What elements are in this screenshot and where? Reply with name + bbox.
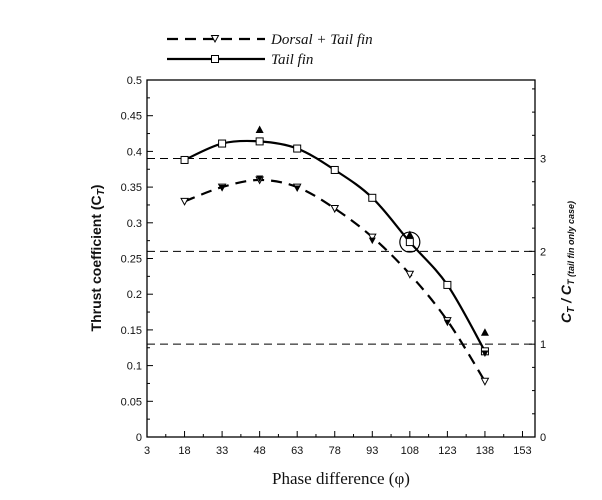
- x-tick-label-63: 63: [291, 445, 303, 457]
- x-axis-title: Phase difference (φ): [272, 469, 410, 488]
- x-axis-title-text: Phase difference (φ): [272, 469, 410, 488]
- y2-axis-title-sub2: T (tail fin only case): [566, 201, 576, 285]
- series-1-marker-123: [444, 281, 451, 288]
- y2-axis-title: CT / CT (tail fin only case): [558, 201, 577, 323]
- extra-markers-layer: [219, 125, 489, 356]
- y-axis-title-main: Thrust coefficient (C: [88, 195, 104, 331]
- series-1-marker-63: [294, 145, 301, 152]
- legend-label-tail-fin: Tail fin: [271, 52, 313, 68]
- y-axis-title: Thrust coefficient (CT): [88, 185, 107, 332]
- reference-lines: [147, 159, 535, 345]
- series-1-marker-18: [181, 156, 188, 163]
- plot-frame: [147, 80, 535, 437]
- y-tick-label-0.1: 0.1: [127, 361, 142, 373]
- series-0-marker-18: [181, 198, 188, 205]
- series-0-marker-108: [406, 271, 413, 278]
- y-tick-label-0.3: 0.3: [127, 218, 142, 230]
- x-axis-ticks: 3 18 33 48 63 78 93 108 123 138 153: [144, 431, 532, 457]
- x-tick-label-93: 93: [366, 445, 378, 457]
- x-tick-label-3: 3: [144, 445, 150, 457]
- y-tick-label-0.2: 0.2: [127, 289, 142, 301]
- y-tick-label-0.5: 0.5: [127, 75, 142, 87]
- triangle-down-filled-marker-93: [369, 238, 376, 245]
- y2-tick-label-1: 1: [540, 339, 546, 351]
- series-1-marker-48: [256, 138, 263, 145]
- y2-axis-title-mid: / C: [558, 284, 574, 307]
- triangle-up-filled-marker-138: [481, 328, 489, 336]
- y-tick-label-0.15: 0.15: [121, 325, 142, 337]
- legend-item-tail-fin: Tail fin: [167, 52, 313, 68]
- y-tick-label-0.25: 0.25: [121, 254, 142, 266]
- series-1-marker-78: [331, 166, 338, 173]
- x-tick-label-138: 138: [476, 445, 494, 457]
- legend-label-dorsal-tail-fin: Dorsal + Tail fin: [270, 32, 373, 48]
- series-1-marker-33: [219, 140, 226, 147]
- series-0-marker-138: [481, 378, 488, 385]
- x-tick-label-18: 18: [178, 445, 190, 457]
- legend-item-dorsal-tail-fin: Dorsal + Tail fin: [167, 32, 373, 48]
- y2-axis-ticks: 0 1 2 3: [529, 89, 546, 444]
- y2-tick-label-3: 3: [540, 154, 546, 166]
- y-tick-label-0.35: 0.35: [121, 182, 142, 194]
- y-axis-title-end: ): [88, 185, 104, 190]
- y-axis-ticks: 0 0.05 0.1 0.15 0.2 0.25 0.3 0.35 0.4 0.45 0.5: [121, 75, 153, 444]
- y-tick-label-0.45: 0.45: [121, 111, 142, 123]
- legend: Dorsal + Tail fin Tail fin: [167, 32, 373, 68]
- y2-tick-label-0: 0: [540, 432, 546, 444]
- y-tick-label-0.4: 0.4: [127, 146, 142, 158]
- series-1-marker-108: [406, 239, 413, 246]
- y-tick-label-0: 0: [136, 432, 142, 444]
- x-tick-label-123: 123: [438, 445, 456, 457]
- series-1-marker-93: [369, 194, 376, 201]
- y-tick-label-0.05: 0.05: [121, 396, 142, 408]
- x-tick-label-48: 48: [254, 445, 266, 457]
- y2-tick-label-2: 2: [540, 246, 546, 258]
- x-tick-label-33: 33: [216, 445, 228, 457]
- triangle-down-filled-marker-63: [294, 186, 301, 193]
- x-tick-label-78: 78: [329, 445, 341, 457]
- x-tick-label-153: 153: [513, 445, 531, 457]
- series-layer: [181, 138, 488, 385]
- x-tick-label-108: 108: [401, 445, 419, 457]
- legend-marker-tail-fin: [212, 56, 219, 63]
- triangle-up-filled-marker-48: [256, 125, 264, 132]
